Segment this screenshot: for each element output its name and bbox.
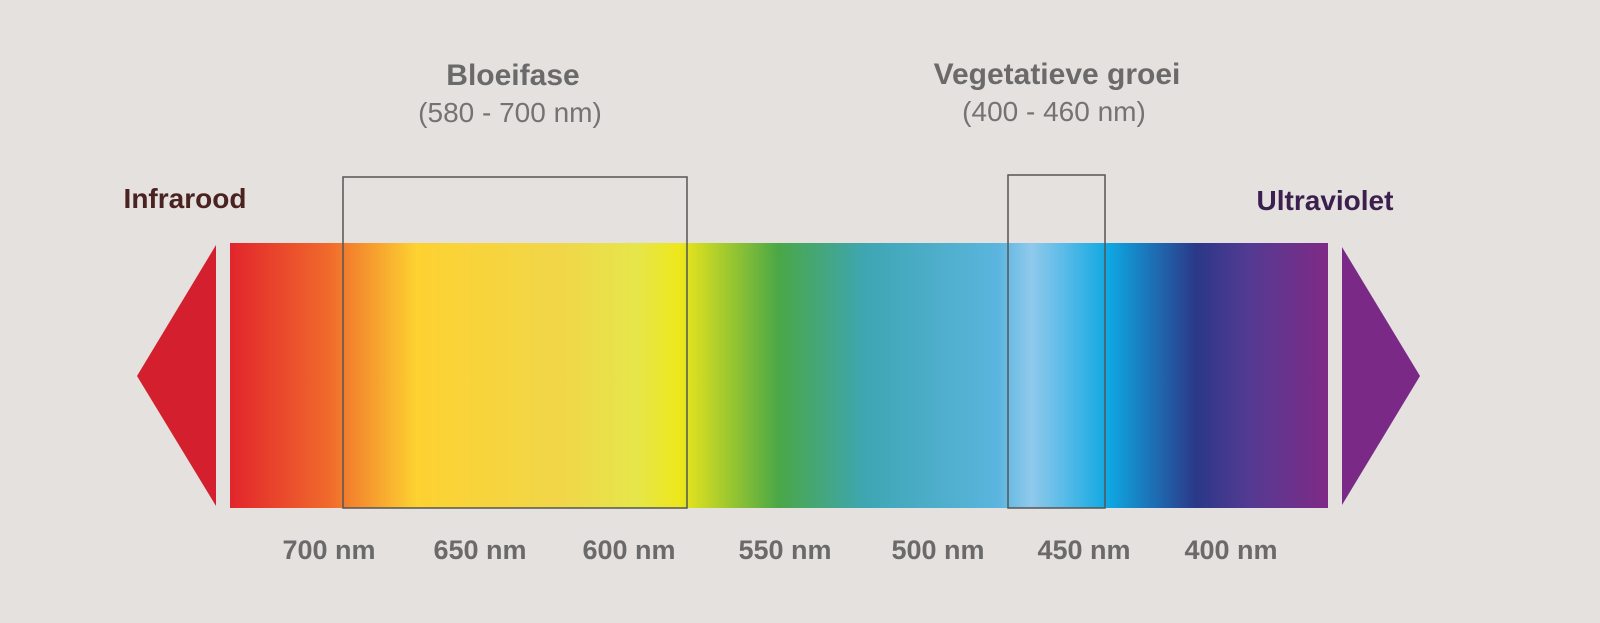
vegetative-title: Vegetatieve groei <box>934 58 1181 91</box>
flowering-box <box>342 176 688 509</box>
right-arrow <box>1342 247 1420 505</box>
spectrum-bar <box>230 243 1328 508</box>
wavelength-label: 650 nm <box>433 535 526 565</box>
left-arrow <box>137 245 216 506</box>
infrared-label: Infrarood <box>124 183 247 214</box>
wavelength-label: 500 nm <box>891 535 984 565</box>
wavelength-labels: 700 nm 650 nm 600 nm 550 nm 500 nm 450 nm 400 … <box>282 535 1277 565</box>
flowering-title: Bloeifase <box>446 59 579 92</box>
vegetative-range: (400 - 460 nm) <box>962 96 1146 127</box>
wavelength-label: 700 nm <box>282 535 375 565</box>
ultraviolet-label: Ultraviolet <box>1257 185 1394 216</box>
flowering-range: (580 - 700 nm) <box>418 97 602 128</box>
wavelength-label: 450 nm <box>1037 535 1130 565</box>
vegetative-box <box>1007 174 1106 509</box>
wavelength-label: 400 nm <box>1184 535 1277 565</box>
wavelength-label: 550 nm <box>738 535 831 565</box>
wavelength-label: 600 nm <box>582 535 675 565</box>
